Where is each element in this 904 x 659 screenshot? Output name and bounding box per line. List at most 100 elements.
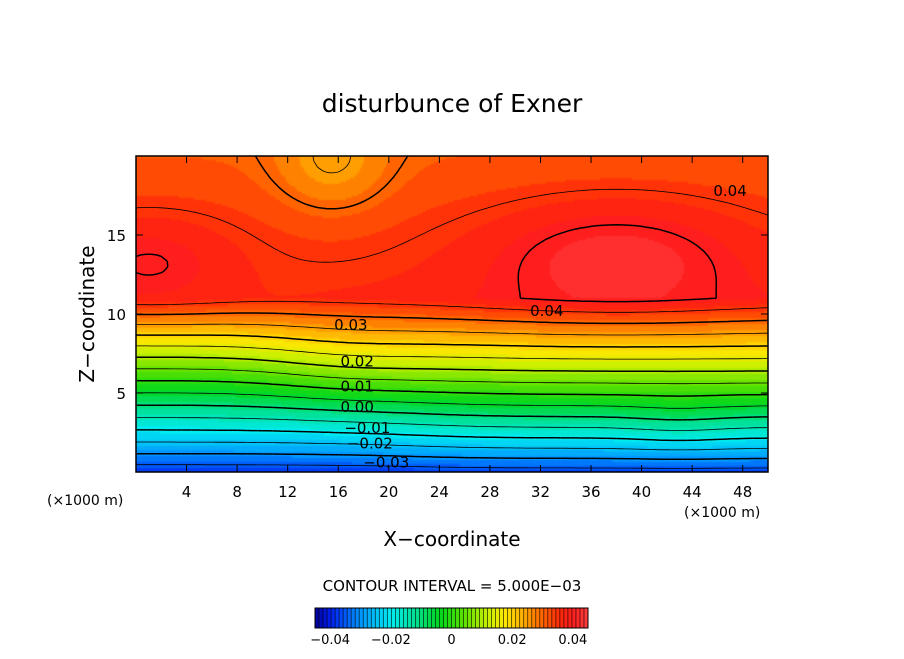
y-tick-label: 15 <box>107 227 126 245</box>
colorbar-swatch <box>363 608 368 628</box>
contour-label: −0.02 <box>347 435 393 453</box>
colorbar-swatch <box>471 608 476 628</box>
colorbar-swatch <box>487 608 492 628</box>
x-tick-label: 36 <box>581 483 600 501</box>
x-tick-label: 4 <box>182 483 192 501</box>
y-tick-label: 5 <box>116 385 126 403</box>
colorbar-swatch <box>527 608 533 628</box>
colorbar-swatch <box>583 608 589 628</box>
colorbar-swatch <box>391 608 396 628</box>
colorbar-tick-label: 0.04 <box>558 633 587 648</box>
contour-line <box>136 156 768 336</box>
contour-line <box>136 188 768 313</box>
colorbar-swatch <box>483 608 488 628</box>
colorbar-swatch <box>559 608 565 628</box>
contour-line <box>136 345 768 360</box>
contour-interval-label: CONTOUR INTERVAL = 5.000E−03 <box>323 577 582 595</box>
y-axis-label: Z−coordinate <box>75 245 99 382</box>
colorbar-swatch <box>431 608 436 628</box>
colorbar-swatch <box>319 608 324 628</box>
colorbar-swatch <box>503 608 508 628</box>
colorbar-swatch <box>539 608 545 628</box>
colorbar-swatch <box>439 608 444 628</box>
y-tick-label: 10 <box>107 306 126 324</box>
contour-line <box>136 156 768 325</box>
colorbar-swatch <box>475 608 480 628</box>
x-unit-left: (×1000 m) <box>47 493 123 509</box>
colorbar-swatch <box>535 608 541 628</box>
colorbar-swatch <box>335 608 340 628</box>
colorbar-tick-label: −0.04 <box>310 633 350 648</box>
colorbar-swatch <box>407 608 412 628</box>
colorbar-swatch <box>459 608 464 628</box>
contour-fill <box>136 156 768 472</box>
colorbar-swatch <box>411 608 416 628</box>
colorbar-tick-label: −0.02 <box>371 633 411 648</box>
x-axis-ticks: 4 8 12 16 20 24 28 32 36 40 44 48 <box>182 156 752 501</box>
colorbar-swatch <box>371 608 376 628</box>
colorbar-tick-label: 0.02 <box>498 633 527 648</box>
contour-line <box>136 429 768 442</box>
colorbar-swatch <box>403 608 408 628</box>
contour-label: 0.01 <box>340 378 373 396</box>
contour-label: −0.01 <box>344 419 390 437</box>
contour-label: 0.04 <box>530 302 563 320</box>
colorbar-swatch <box>451 608 456 628</box>
colorbar-swatch <box>515 608 521 628</box>
colorbar-swatch <box>531 608 537 628</box>
colorbar-frame <box>314 607 589 629</box>
contour-line <box>136 356 768 373</box>
x-tick-label: 28 <box>480 483 499 501</box>
colorbar-swatch <box>547 608 553 628</box>
colorbar-swatch <box>367 608 372 628</box>
colorbar-swatch <box>351 608 356 628</box>
colorbar-swatch <box>355 608 360 628</box>
colorbar-swatch <box>463 608 468 628</box>
contour-line <box>136 452 768 461</box>
colorbar-tick-label: 0 <box>447 633 455 648</box>
colorbar-swatch <box>507 608 513 628</box>
colorbar-swatch <box>323 608 328 628</box>
colorbar-swatch <box>359 608 364 628</box>
contour-lines <box>136 156 768 469</box>
x-tick-label: 12 <box>278 483 297 501</box>
contour-line <box>136 404 768 421</box>
colorbar-swatch <box>343 608 348 628</box>
colorbar-swatch <box>491 608 496 628</box>
colorbar-swatch <box>571 608 577 628</box>
x-tick-label: 40 <box>632 483 651 501</box>
colorbar-swatch <box>495 608 500 628</box>
colorbar-swatch <box>375 608 380 628</box>
colorbar-swatch <box>383 608 388 628</box>
colorbar-swatch <box>443 608 448 628</box>
contour-line <box>136 368 768 385</box>
colorbar-swatch <box>519 608 525 628</box>
colorbar-swatch <box>379 608 384 628</box>
contour-line <box>136 379 768 397</box>
colorbar-swatch <box>467 608 472 628</box>
colorbar-swatch <box>511 608 517 628</box>
contour-line <box>136 392 768 409</box>
x-axis-label: X−coordinate <box>383 527 520 551</box>
x-tick-label: 24 <box>430 483 449 501</box>
contour-labels: 0.04 0.04 0.03 0.02 0.01 0.00 −0.01−0.02−0.03 <box>334 182 747 472</box>
colorbar-swatch <box>447 608 452 628</box>
contour-line <box>136 334 768 348</box>
colorbar-swatch <box>555 608 561 628</box>
contour-line <box>136 464 768 469</box>
colorbar-swatch <box>427 608 432 628</box>
colorbar-swatch <box>395 608 400 628</box>
y-axis-ticks: 5 10 15 <box>107 227 768 403</box>
x-unit-right: (×1000 m) <box>684 505 760 521</box>
contour-label: 0.00 <box>340 398 373 416</box>
x-tick-label: 44 <box>683 483 702 501</box>
colorbar-swatch <box>419 608 424 628</box>
colorbar-swatch <box>331 608 336 628</box>
contour-line <box>136 224 718 303</box>
colorbar-swatch <box>455 608 460 628</box>
colorbar-swatch <box>327 608 332 628</box>
colorbar-swatch <box>415 608 420 628</box>
colorbar-swatch <box>435 608 440 628</box>
colorbar-swatch <box>575 608 581 628</box>
colorbar-swatch <box>499 608 504 628</box>
